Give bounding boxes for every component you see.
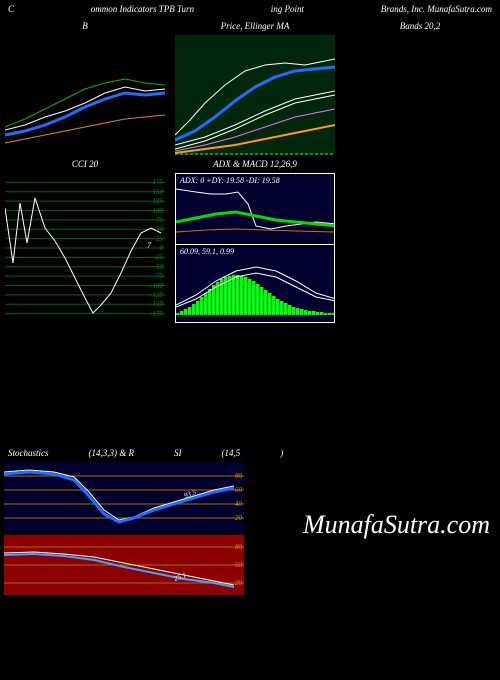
chart-bands bbox=[345, 35, 495, 155]
stoch-h-mid2: SI bbox=[174, 448, 182, 458]
chart-adx-macd: ADX: 0 +DY: 19.58 -DI: 19.58 60.09, 59.1,… bbox=[175, 173, 335, 323]
cci-axis-label: -25 bbox=[154, 253, 163, 261]
stoch-axis-label: 40 bbox=[235, 500, 242, 508]
panel-bands: Bands 20,2 bbox=[344, 20, 496, 156]
adx-label: ADX: 0 +DY: 19.58 -DI: 19.58 bbox=[180, 176, 280, 185]
cci-axis-label: -125 bbox=[150, 291, 163, 299]
cci-axis-label: 75 bbox=[156, 216, 163, 224]
stoch-axis-label: 50 bbox=[235, 561, 242, 569]
chart-b bbox=[5, 35, 165, 155]
panel-b-title: B bbox=[5, 21, 165, 33]
cci-axis-label: -150 bbox=[150, 300, 163, 308]
stoch-h-r1: (14,5 bbox=[222, 448, 241, 458]
hdr-mid1: ommon Indicators TPB Turn bbox=[91, 4, 194, 14]
row-mid: CCI 20 1751501251007550250-25-50-75-100-… bbox=[0, 158, 500, 324]
hdr-left: C bbox=[8, 4, 14, 14]
stoch-h-left: Stochastics bbox=[8, 448, 49, 458]
cci-axis-label: 150 bbox=[153, 188, 164, 196]
panel-bands-title: Bands 20,2 bbox=[345, 21, 495, 33]
cci-axis-label: 100 bbox=[153, 207, 164, 215]
cci-axis-label: 50 bbox=[156, 225, 163, 233]
watermark: MunafaSutra.com bbox=[303, 510, 490, 540]
stoch-axis-label: 60 bbox=[235, 486, 242, 494]
cci-axis-label: -100 bbox=[150, 282, 163, 290]
chart-stochastics: 8060402093.5 bbox=[4, 462, 244, 532]
stoch-h-mid: (14,3,3) & R bbox=[89, 448, 135, 458]
stoch-header: Stochastics (14,3,3) & R SI (14,5 ) bbox=[0, 444, 500, 462]
row-top: B Price, Ellinger MA Bands 20,2 bbox=[0, 20, 500, 156]
cci-axis-label: -75 bbox=[154, 272, 163, 280]
stoch-axis-label: 80 bbox=[235, 543, 242, 551]
cci-axis-label: 175 bbox=[153, 178, 164, 186]
macd-label: 60.09, 59.1, 0.99 bbox=[180, 247, 234, 256]
page-header: C ommon Indicators TPB Turn ing Point Br… bbox=[0, 0, 500, 18]
panel-price-title: Price, Ellinger MA bbox=[175, 21, 335, 33]
stoch-axis-label: 20 bbox=[235, 579, 242, 587]
cci-axis-label: 0 bbox=[160, 244, 164, 252]
stoch-axis-label: 80 bbox=[235, 472, 242, 480]
panel-adx-title: ADX & MACD 12,26,9 bbox=[175, 159, 335, 171]
cci-axis-label: 125 bbox=[153, 197, 164, 205]
chart-price-ma bbox=[175, 35, 335, 155]
cci-axis-label: 25 bbox=[156, 235, 163, 243]
chart-rsi: 80502025.1 bbox=[4, 535, 244, 595]
cci-marker: 7 bbox=[147, 241, 151, 250]
stoch-h-r2: ) bbox=[280, 448, 283, 458]
panel-cci: CCI 20 1751501251007550250-25-50-75-100-… bbox=[4, 158, 166, 324]
panel-adx-macd: ADX & MACD 12,26,9 ADX: 0 +DY: 19.58 -DI… bbox=[174, 158, 336, 324]
hdr-mid2: ing Point bbox=[271, 4, 304, 14]
panel-cci-title: CCI 20 bbox=[5, 159, 165, 171]
hdr-right: Brands, Inc. MunafaSutra.com bbox=[381, 4, 492, 14]
cci-axis-label: -50 bbox=[154, 263, 163, 271]
stoch-axis-label: 20 bbox=[235, 514, 242, 522]
panel-price-ma: Price, Ellinger MA bbox=[174, 20, 336, 156]
cci-axis-label: -175 bbox=[150, 310, 163, 318]
panel-b: B bbox=[4, 20, 166, 156]
chart-cci: 175 150125 1007550 250-25 -50-75 -100-125-150… bbox=[5, 173, 165, 323]
